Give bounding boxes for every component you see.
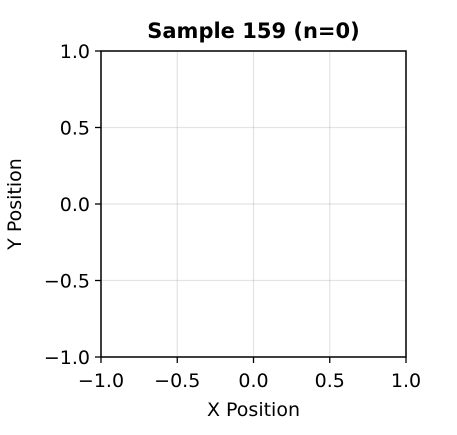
y-tick-label-0: −1.0: [44, 347, 90, 369]
y-tick-label-2: 0.0: [60, 194, 90, 216]
chart-title: Sample 159 (n=0): [147, 19, 359, 43]
x-tick-label-0: −1.0: [78, 370, 124, 392]
x-tick-label-1: −0.5: [154, 370, 200, 392]
x-tick-label-3: 0.5: [315, 370, 345, 392]
x-axis-ticks: −1.0 −0.5 0.0 0.5 1.0: [78, 357, 421, 392]
y-axis-label: Y Position: [4, 158, 26, 251]
x-axis-label: X Position: [207, 399, 300, 421]
y-tick-label-3: 0.5: [60, 118, 90, 140]
y-axis-ticks: −1.0 −0.5 0.0 0.5 1.0: [44, 41, 101, 369]
x-tick-label-2: 0.0: [238, 370, 268, 392]
x-tick-label-4: 1.0: [391, 370, 421, 392]
y-tick-label-1: −0.5: [44, 271, 90, 293]
y-tick-label-4: 1.0: [60, 41, 90, 63]
